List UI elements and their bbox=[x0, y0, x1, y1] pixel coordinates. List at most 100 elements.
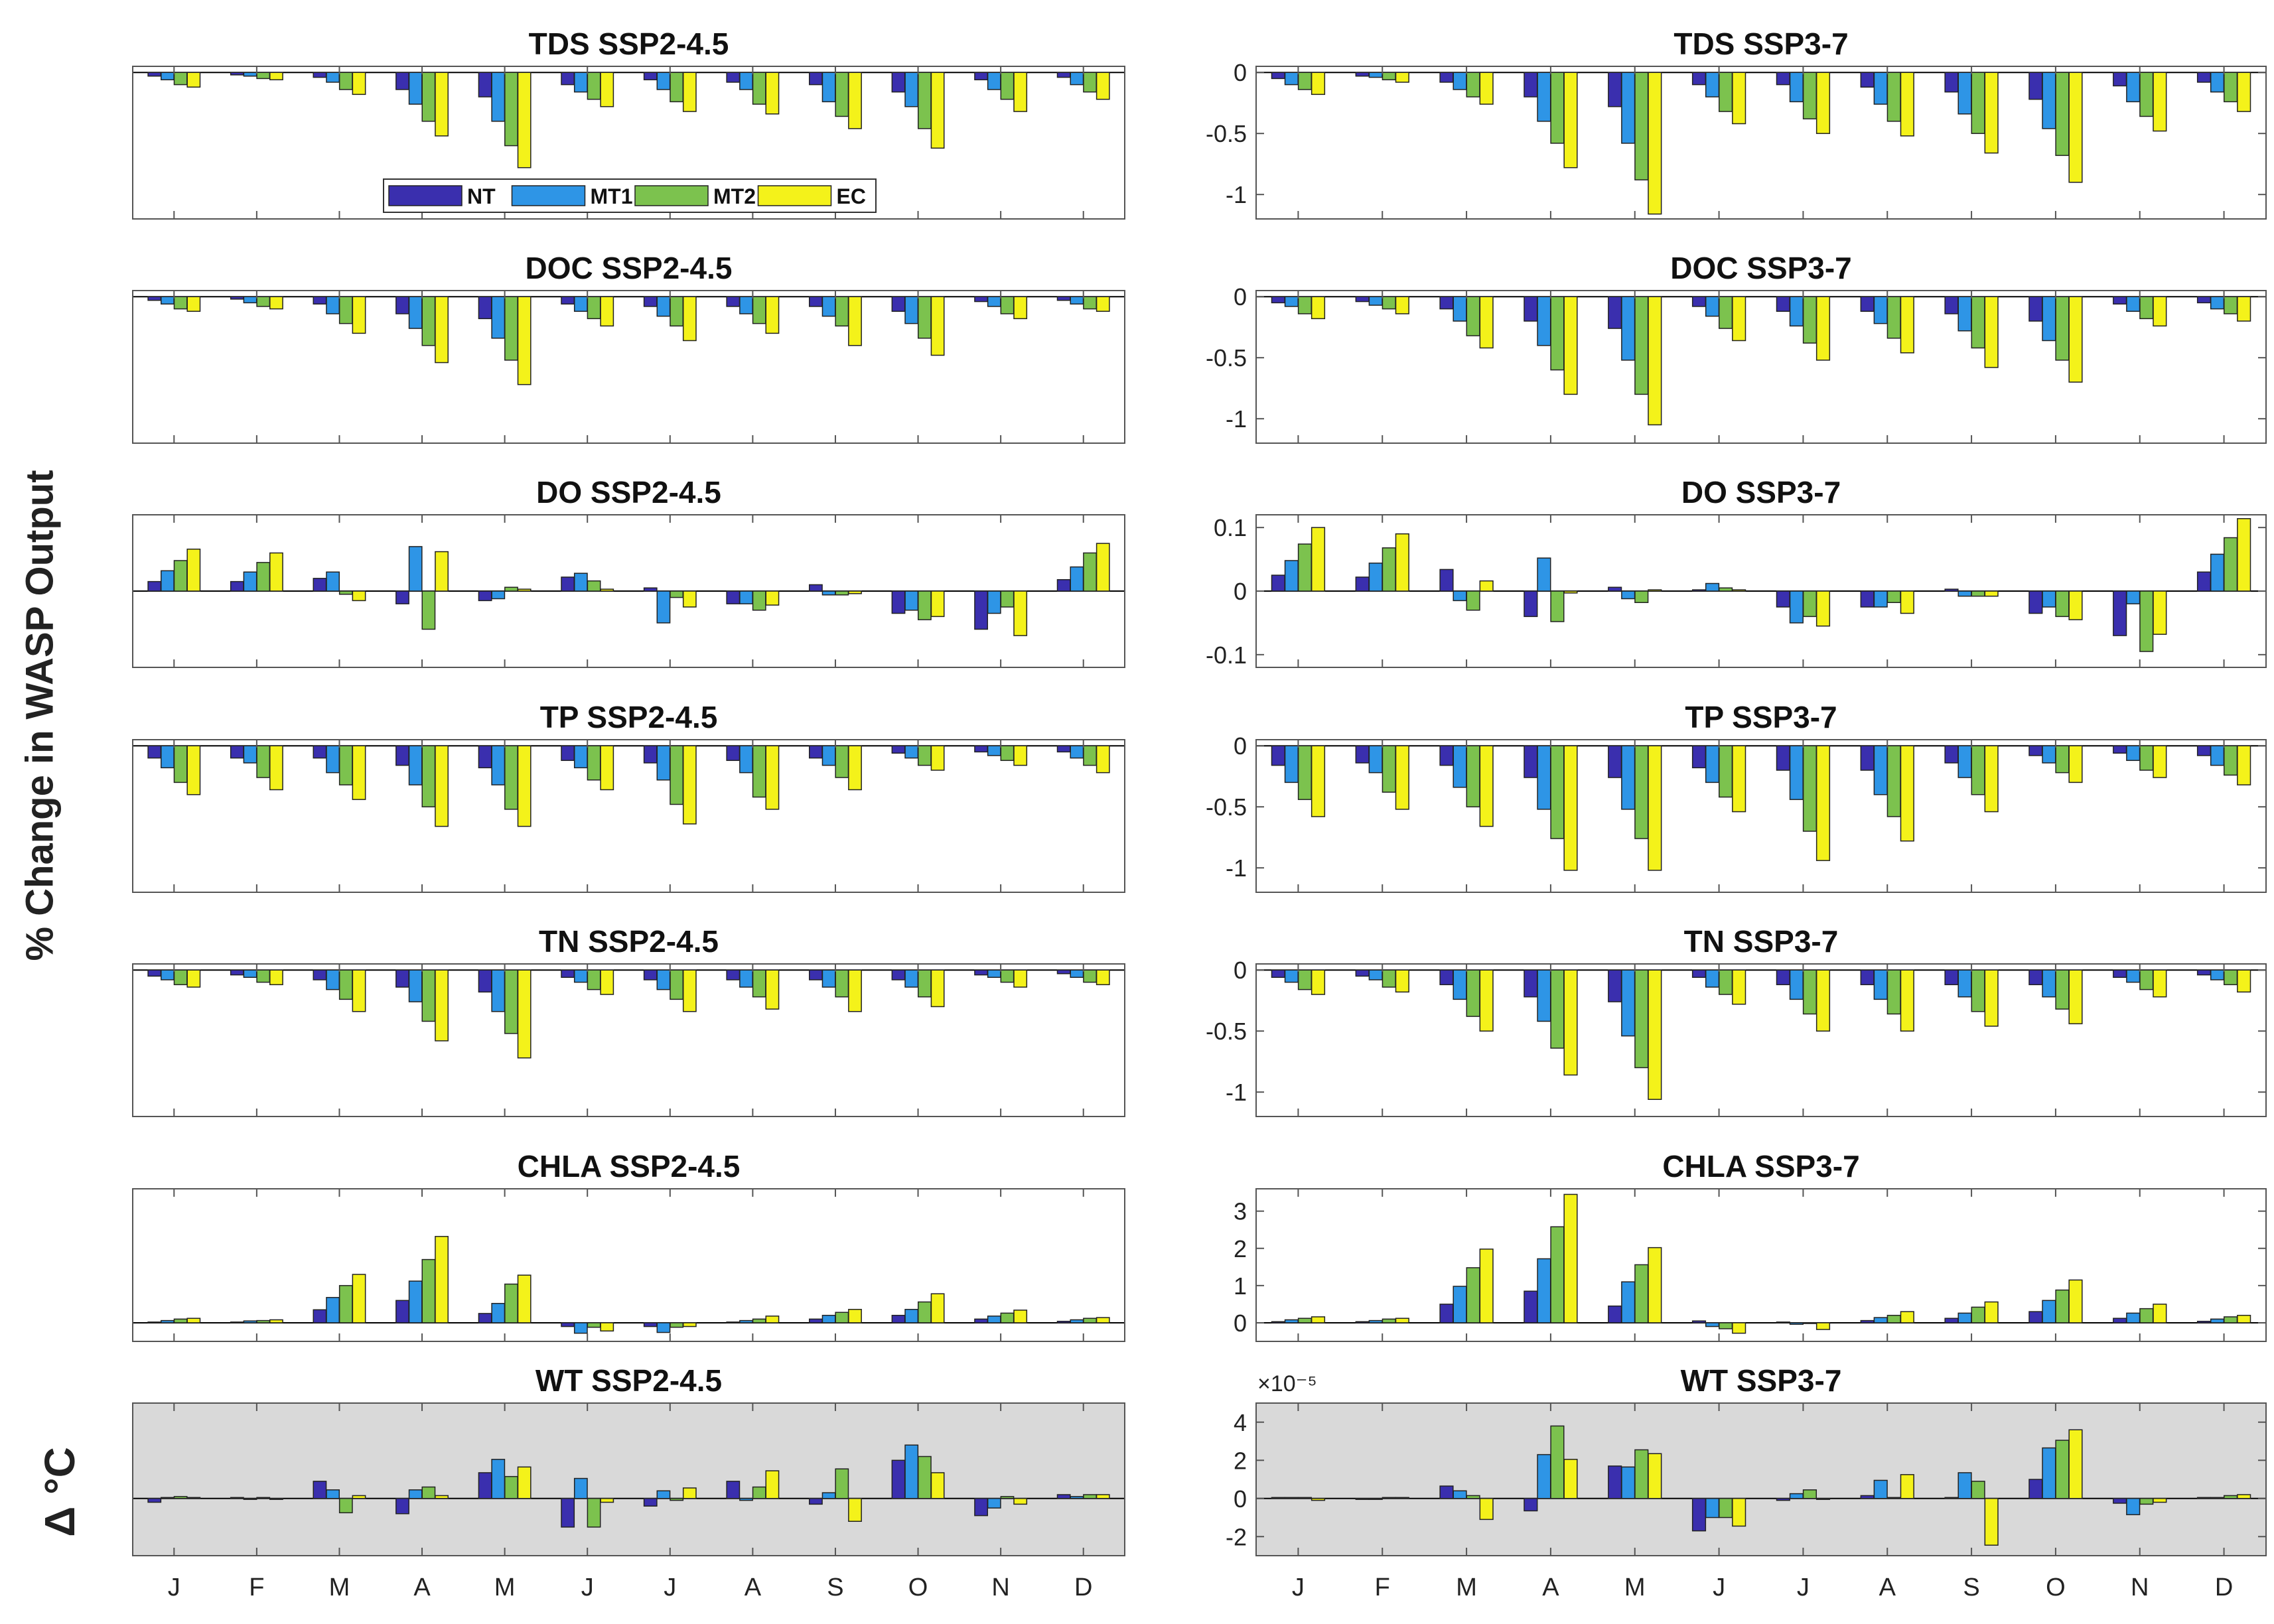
bar-nt-j-7 bbox=[643, 296, 658, 307]
bar-nt-j-7 bbox=[643, 1322, 658, 1327]
bar-mt1-n-11 bbox=[987, 72, 1001, 90]
bar-ec-a-4 bbox=[435, 1495, 449, 1499]
bar-mt2-m-5 bbox=[504, 72, 518, 147]
plot-area bbox=[1256, 66, 2266, 219]
bar-ec-m-5 bbox=[1648, 1453, 1662, 1499]
bar-nt-f-2 bbox=[230, 969, 244, 976]
bar-mt2-f-2 bbox=[256, 1320, 271, 1323]
bar-nt-s-9 bbox=[809, 1318, 823, 1323]
bar-nt-a-8 bbox=[1860, 296, 1875, 312]
bar-nt-o-10 bbox=[891, 590, 906, 614]
bar-ec-m-3 bbox=[1479, 580, 1494, 592]
chart-chla-ssp3-7: 3 2 1 0 CHLA SSP3-7 bbox=[1234, 1149, 2267, 1342]
bar-mt1-j-7 bbox=[656, 1490, 671, 1499]
bar-nt-j-6 bbox=[561, 296, 575, 304]
bar-ec-j-7 bbox=[682, 1322, 697, 1327]
bar-ec-j-1 bbox=[1311, 296, 1326, 320]
y-tick-label: 4 bbox=[1234, 1409, 1247, 1436]
bar-nt-a-4 bbox=[395, 590, 409, 604]
axes-frame bbox=[132, 66, 1125, 220]
bar-mt1-j-1 bbox=[161, 745, 175, 769]
bar-nt-j-1 bbox=[147, 1498, 162, 1503]
chart-title: TDS SSP3-7 bbox=[1673, 27, 1848, 61]
bar-ec-s-9 bbox=[1984, 1301, 1999, 1323]
bar-mt2-j-6 bbox=[587, 969, 601, 990]
bar-mt1-m-3 bbox=[1453, 1490, 1467, 1499]
bar-nt-m-3 bbox=[313, 1481, 327, 1499]
bar-ec-f-2 bbox=[1395, 296, 1409, 314]
bar-mt1-f-2 bbox=[243, 969, 257, 978]
bar-ec-n-11 bbox=[2153, 1304, 2167, 1323]
bar-mt1-a-4 bbox=[1537, 1258, 1551, 1323]
bar-mt2-j-7 bbox=[670, 1322, 684, 1328]
bar-ec-d-12 bbox=[2237, 518, 2251, 592]
bar-mt1-m-5 bbox=[1621, 969, 1636, 1037]
bar-mt2-n-11 bbox=[1000, 1312, 1015, 1323]
y-axis-label-wt: Δ °C bbox=[36, 1447, 84, 1537]
bar-mt1-j-6 bbox=[1705, 296, 1720, 317]
legend: NT MT1 MT2 EC bbox=[383, 178, 877, 213]
bar-mt2-m-5 bbox=[1634, 72, 1649, 180]
bar-nt-j-1 bbox=[147, 72, 162, 77]
bar-ec-o-10 bbox=[2068, 72, 2083, 183]
bar-mt2-m-5 bbox=[504, 1475, 518, 1499]
bar-nt-f-2 bbox=[1355, 745, 1370, 764]
x-tick-label: J bbox=[168, 1574, 180, 1601]
bar-mt1-o-10 bbox=[2042, 296, 2056, 342]
bar-ec-a-8 bbox=[765, 1470, 780, 1499]
bar-mt1-o-10 bbox=[2042, 1300, 2056, 1323]
bar-mt2-m-5 bbox=[1634, 969, 1649, 1069]
bar-mt1-s-9 bbox=[821, 1492, 836, 1499]
bar-nt-j-7 bbox=[1776, 296, 1790, 312]
bar-nt-m-3 bbox=[313, 578, 327, 592]
bar-mt2-o-10 bbox=[917, 1455, 932, 1499]
bar-ec-m-5 bbox=[1648, 1247, 1662, 1323]
bar-mt2-d-12 bbox=[2224, 1495, 2238, 1499]
bar-mt1-a-8 bbox=[1873, 1317, 1888, 1323]
bar-nt-f-2 bbox=[1355, 576, 1370, 592]
bar-nt-j-7 bbox=[1776, 969, 1790, 986]
bar-ec-j-1 bbox=[186, 1318, 201, 1323]
bar-mt1-m-5 bbox=[491, 1459, 506, 1499]
bar-nt-j-6 bbox=[1691, 745, 1707, 769]
bar-mt1-a-8 bbox=[739, 1498, 753, 1501]
bar-mt2-j-6 bbox=[1719, 745, 1733, 798]
bar-nt-m-5 bbox=[478, 590, 492, 602]
chart-tp-ssp3-7: 0 -0.5 -1 TP SSP3-7 bbox=[1206, 700, 2267, 893]
bar-ec-a-8 bbox=[1900, 1474, 1914, 1499]
bar-mt1-j-6 bbox=[573, 745, 588, 769]
bar-mt1-j-6 bbox=[573, 573, 588, 592]
bar-ec-n-11 bbox=[2153, 969, 2167, 998]
bar-nt-n-11 bbox=[2113, 1498, 2127, 1504]
bar-ec-a-8 bbox=[765, 1316, 780, 1323]
bar-mt1-d-12 bbox=[1070, 296, 1084, 304]
bar-ec-f-2 bbox=[269, 745, 283, 791]
bar-mt2-a-4 bbox=[1550, 590, 1565, 622]
bar-nt-f-2 bbox=[1355, 1321, 1370, 1323]
plot-area bbox=[1256, 1189, 2266, 1341]
bar-mt1-j-7 bbox=[656, 1322, 671, 1333]
legend-swatch-nt bbox=[388, 185, 462, 206]
bar-mt2-j-7 bbox=[670, 296, 684, 327]
bar-nt-o-10 bbox=[891, 969, 906, 981]
bar-mt1-j-7 bbox=[1789, 1493, 1804, 1499]
bar-nt-j-6 bbox=[1691, 1320, 1707, 1323]
bar-mt2-n-11 bbox=[2139, 745, 2154, 771]
chart-title: WT SSP3-7 bbox=[1681, 1363, 1842, 1398]
bar-mt1-m-3 bbox=[326, 1489, 340, 1499]
bar-nt-j-7 bbox=[643, 587, 658, 592]
chart-title: CHLA SSP3-7 bbox=[1662, 1149, 1859, 1184]
bar-mt2-j-6 bbox=[1719, 587, 1733, 592]
bar-ec-a-4 bbox=[435, 72, 449, 137]
bar-mt1-m-5 bbox=[1621, 1281, 1636, 1323]
y-tick-label: -1 bbox=[1226, 854, 1247, 882]
bar-mt1-m-5 bbox=[1621, 296, 1636, 361]
bar-mt2-j-1 bbox=[1297, 72, 1313, 90]
bar-nt-j-1 bbox=[1271, 1497, 1285, 1499]
bar-mt2-n-11 bbox=[1000, 1496, 1015, 1499]
bar-mt2-d-12 bbox=[2224, 1316, 2238, 1323]
bar-ec-m-5 bbox=[517, 296, 532, 385]
bar-nt-o-10 bbox=[2028, 745, 2043, 756]
bar-mt2-m-3 bbox=[338, 1285, 353, 1323]
bar-ec-a-4 bbox=[435, 745, 449, 827]
